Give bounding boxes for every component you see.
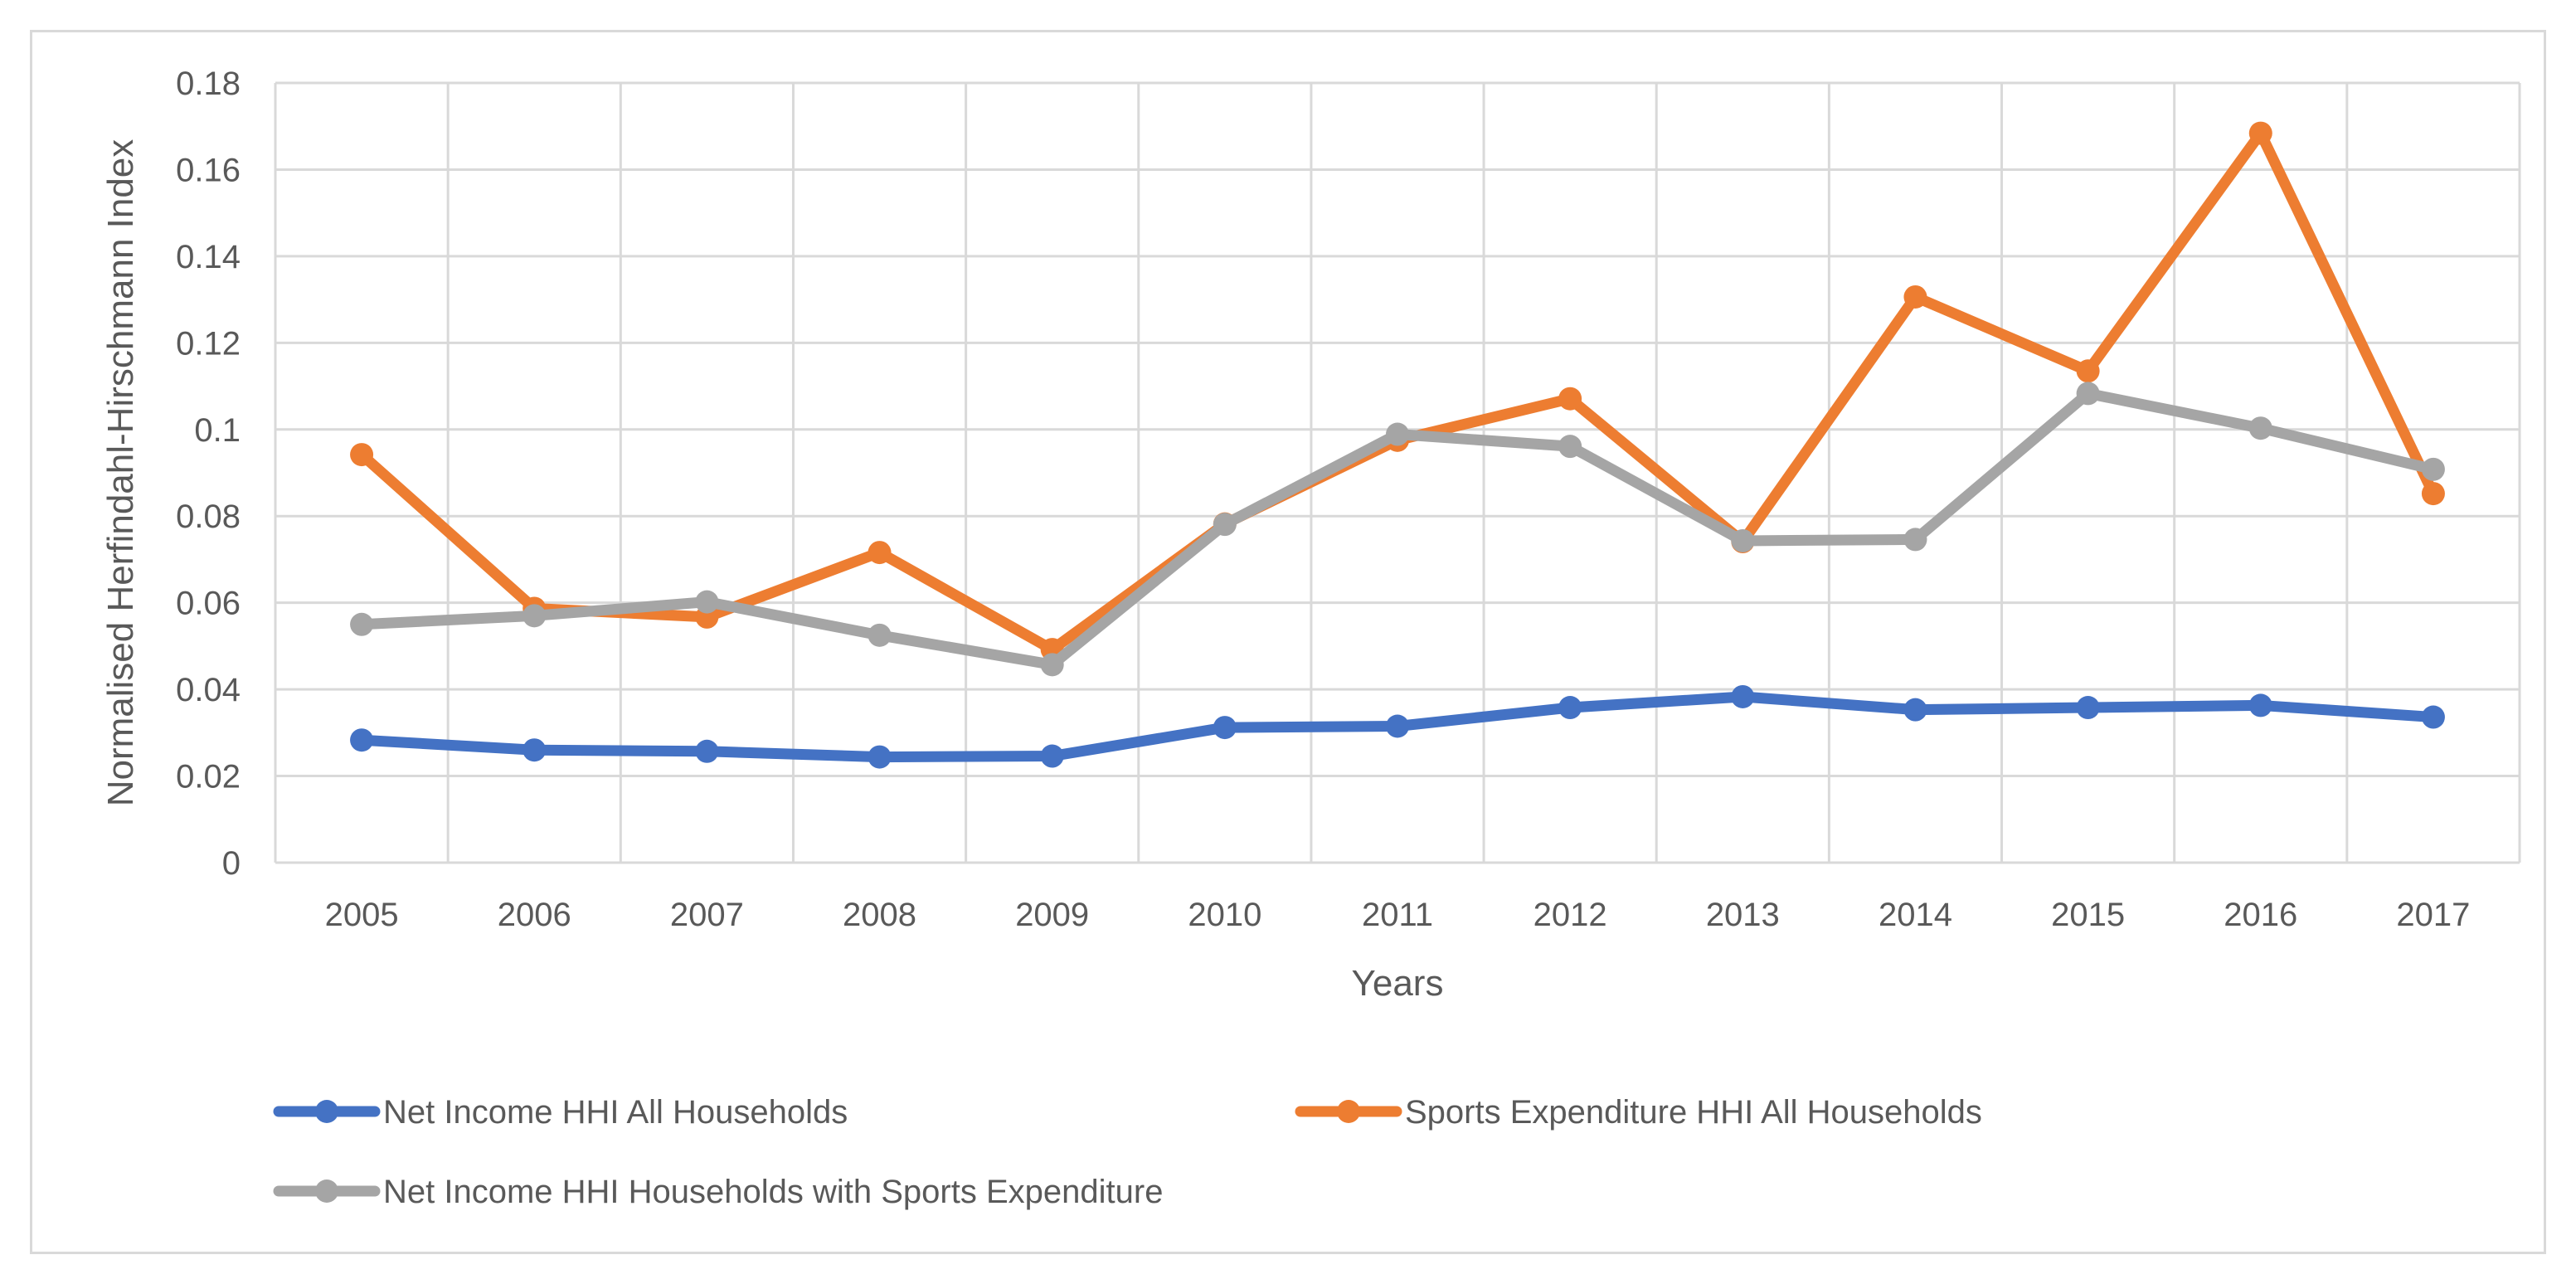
y-tick-label: 0.04 — [176, 672, 241, 708]
x-tick-label: 2008 — [843, 897, 916, 933]
legend-swatch-marker — [1337, 1100, 1360, 1123]
series-lines — [350, 121, 2445, 769]
x-tick-label: 2007 — [670, 897, 744, 933]
data-point — [1903, 698, 1927, 722]
legend-label: Net Income HHI Households with Sports Ex… — [383, 1174, 1163, 1210]
data-point — [2248, 416, 2272, 440]
data-point — [1558, 435, 1582, 459]
y-tick-label: 0.16 — [176, 152, 241, 188]
data-point — [868, 541, 892, 565]
data-point — [2076, 696, 2100, 720]
legend: Net Income HHI All Households Sports Expe… — [273, 1094, 1982, 1210]
x-tick-label: 2016 — [2224, 897, 2297, 933]
x-tick-label: 2013 — [1706, 897, 1780, 933]
data-point — [1903, 528, 1927, 552]
data-point — [1731, 684, 1755, 708]
x-tick-label: 2005 — [325, 897, 399, 933]
data-point — [2421, 457, 2445, 481]
y-tick-label: 0.02 — [176, 759, 241, 795]
y-tick-label: 0.18 — [176, 66, 241, 102]
y-tick-label: 0 — [222, 845, 241, 882]
x-tick-label: 2014 — [1879, 897, 1952, 933]
x-axis-title: Years — [1352, 963, 1444, 1004]
x-tick-label: 2017 — [2396, 897, 2470, 933]
data-point — [350, 612, 374, 636]
data-point — [350, 443, 374, 467]
data-point — [1903, 285, 1927, 309]
x-tick-label: 2010 — [1188, 897, 1261, 933]
data-point — [2076, 382, 2100, 406]
data-point — [1386, 714, 1409, 738]
chart-frame — [30, 30, 2546, 1254]
x-tick-label: 2011 — [1362, 897, 1433, 933]
legend-item: Sports Expenditure HHI All Households — [1295, 1094, 1982, 1131]
series-3 — [350, 382, 2445, 677]
data-point — [2248, 693, 2272, 717]
x-tick-label: 2009 — [1015, 897, 1089, 933]
data-point — [1386, 422, 1409, 446]
data-point — [350, 728, 374, 752]
legend-label: Net Income HHI All Households — [383, 1094, 848, 1131]
data-point — [1731, 528, 1755, 552]
data-point — [2421, 705, 2445, 729]
series-line — [356, 128, 2439, 655]
data-point — [1558, 387, 1582, 411]
y-tick-label: 0.14 — [176, 239, 241, 275]
legend-item: Net Income HHI Households with Sports Ex… — [273, 1174, 1163, 1210]
data-point — [695, 590, 719, 614]
y-tick-label: 0.12 — [176, 325, 241, 362]
y-tick-label: 0.06 — [176, 586, 241, 622]
data-point — [1213, 716, 1237, 740]
data-point — [868, 745, 892, 769]
data-point — [868, 623, 892, 647]
data-point — [1558, 696, 1582, 720]
data-point — [2421, 482, 2445, 506]
data-point — [695, 739, 719, 763]
y-axis-ticks: 0 0.02 0.04 0.06 0.08 0.1 0.12 0.14 0.16 0.18 — [176, 66, 241, 882]
x-tick-label: 2015 — [2051, 897, 2125, 933]
series-2 — [350, 121, 2445, 662]
data-point — [2248, 121, 2272, 145]
x-tick-label: 2012 — [1533, 897, 1607, 933]
legend-swatch-marker — [315, 1179, 338, 1203]
data-point — [1040, 653, 1064, 677]
data-point — [1213, 513, 1237, 537]
legend-label: Sports Expenditure HHI All Households — [1405, 1094, 1982, 1131]
legend-item: Net Income HHI All Households — [273, 1094, 848, 1131]
y-tick-label: 0.1 — [194, 412, 241, 449]
x-tick-label: 2006 — [498, 897, 571, 933]
data-point — [522, 604, 547, 628]
y-axis-title: Normalised Herfindahl-Hirschmann Index — [100, 139, 141, 807]
series-1 — [350, 684, 2445, 769]
data-point — [522, 738, 547, 762]
x-axis-ticks: 2005 2006 2007 2008 2009 2010 2011 2012 2013 2014… — [325, 897, 2471, 933]
data-point — [1040, 744, 1064, 768]
data-point — [2076, 359, 2100, 383]
y-tick-label: 0.08 — [176, 499, 241, 535]
legend-swatch-marker — [315, 1100, 338, 1123]
